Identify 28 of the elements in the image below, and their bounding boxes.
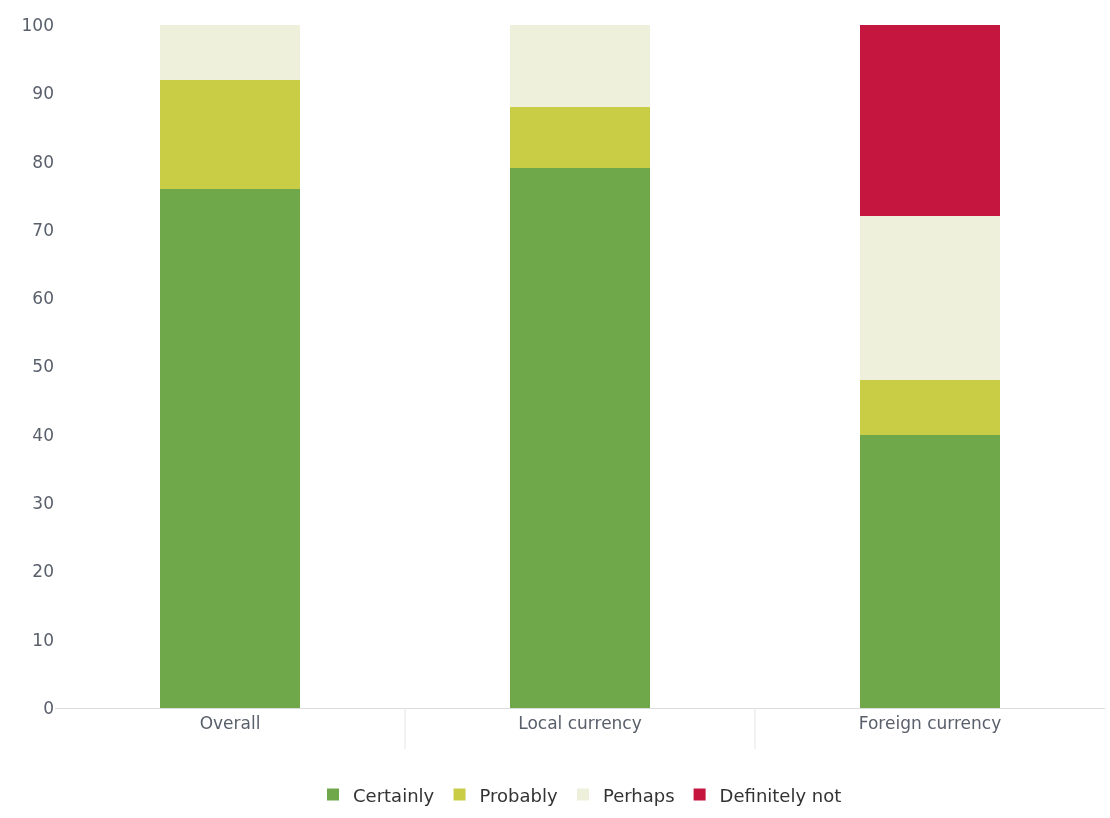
legend-label: Definitely not	[719, 784, 842, 806]
y-tick-label: 90	[32, 83, 54, 104]
x-tick-label: Overall	[199, 713, 261, 734]
y-tick-label: 80	[32, 151, 54, 172]
bar	[860, 380, 1000, 435]
y-tick-label: 100	[21, 14, 54, 35]
bar	[510, 168, 650, 708]
legend-label: Probably	[479, 784, 558, 806]
bar	[510, 106, 650, 169]
bar	[860, 25, 1000, 217]
y-tick-label: 40	[32, 424, 54, 445]
bar	[860, 434, 1000, 708]
y-tick-label: 0	[43, 697, 54, 718]
x-tick-label: Local currency	[518, 713, 642, 734]
y-tick-label: 70	[32, 219, 54, 240]
legend-label: Certainly	[353, 784, 435, 806]
bar	[160, 79, 300, 189]
bar	[160, 25, 300, 80]
y-tick-label: 50	[32, 356, 54, 377]
legend-label: Perhaps	[602, 784, 675, 806]
y-tick-label: 30	[32, 493, 54, 514]
bar	[160, 188, 300, 708]
y-tick-label: 60	[32, 288, 54, 309]
x-tick-label: Foreign currency	[858, 713, 1002, 734]
y-tick-label: 20	[32, 561, 54, 582]
bar	[860, 216, 1000, 381]
y-tick-label: 10	[32, 629, 54, 650]
bar	[510, 25, 650, 107]
